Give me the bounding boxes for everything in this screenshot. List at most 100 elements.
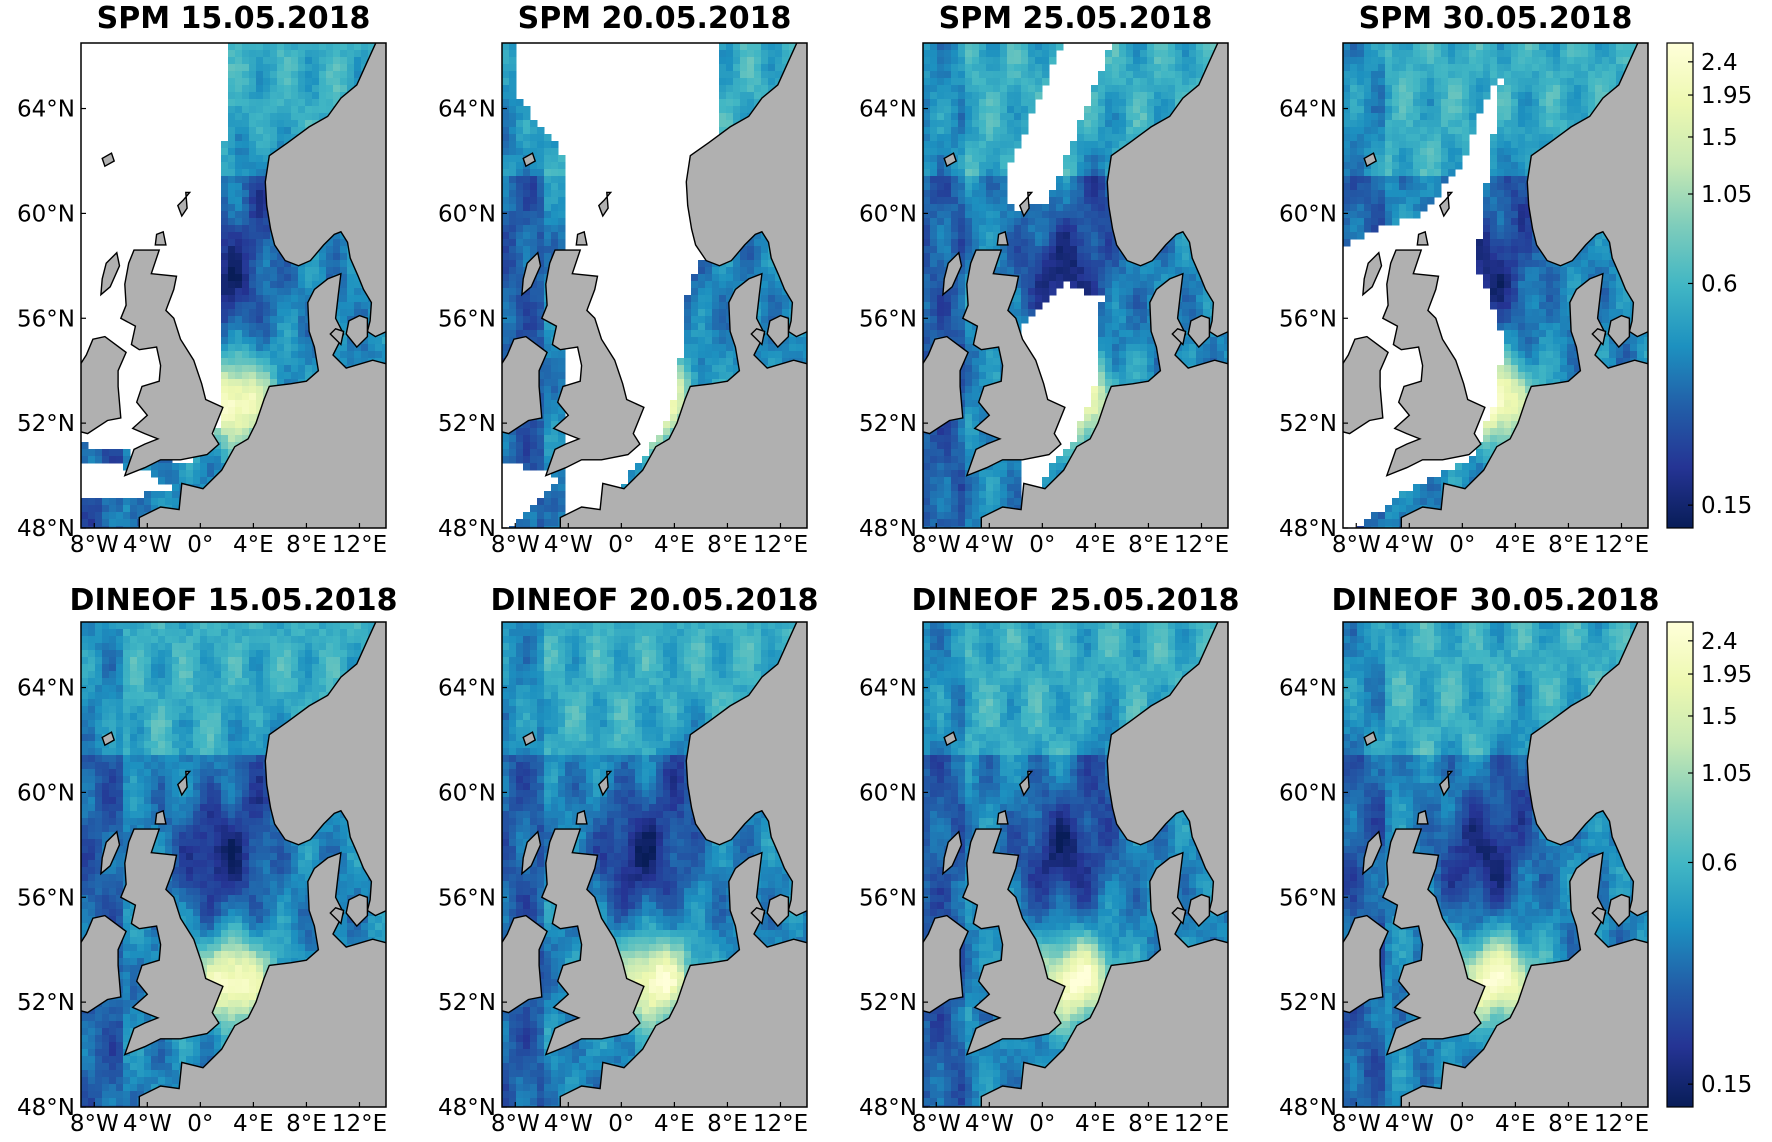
lon-tick-label: 12°E bbox=[332, 1111, 387, 1137]
lat-tick-label: 60°N bbox=[859, 780, 917, 806]
land-mass bbox=[766, 314, 790, 349]
land-mass bbox=[154, 230, 167, 246]
map-frame bbox=[80, 621, 387, 1108]
land-mass bbox=[996, 809, 1009, 825]
colorbar-tick-label: 1.05 bbox=[1701, 761, 1752, 787]
map-panel: SPM 25.05.2018 48°N 52°N 56°N 60°N 64°N 8°W 4°W… bbox=[859, 1, 1229, 558]
panel-title: DINEOF 25.05.2018 bbox=[912, 583, 1240, 618]
colorbar-tick-label: 1.5 bbox=[1701, 704, 1738, 730]
land-mass bbox=[559, 272, 807, 528]
map-panel: DINEOF 15.05.2018 48°N 52°N 56°N 60°N 64°N 8°W… bbox=[17, 583, 397, 1137]
lon-tick-label: 8°E bbox=[707, 1111, 748, 1137]
land bbox=[1343, 622, 1648, 1107]
land-mass bbox=[1400, 851, 1648, 1107]
lon-tick-label: 8°E bbox=[1548, 1111, 1589, 1137]
lat-tick-label: 56°N bbox=[17, 306, 75, 332]
land-mass bbox=[521, 251, 542, 297]
lon-tick-label: 0° bbox=[187, 1111, 213, 1137]
lon-tick-label: 0° bbox=[1449, 1111, 1475, 1137]
lat-tick-label: 52°N bbox=[438, 990, 496, 1016]
map-frame bbox=[922, 621, 1229, 1108]
land-mass bbox=[1343, 335, 1389, 435]
lon-tick-label: 4°W bbox=[965, 532, 1014, 558]
land-mass bbox=[1171, 328, 1187, 346]
colorbar-gradient bbox=[1666, 42, 1694, 529]
land-mass bbox=[1591, 328, 1607, 346]
lat-tick-label: 52°N bbox=[17, 990, 75, 1016]
lon-tick-label: 0° bbox=[1029, 1111, 1055, 1137]
lon-tick-label: 0° bbox=[608, 1111, 634, 1137]
map-frame bbox=[922, 42, 1229, 529]
land-mass bbox=[1106, 622, 1228, 917]
land-mass bbox=[575, 809, 588, 825]
land-mass bbox=[154, 809, 167, 825]
land-mass bbox=[100, 830, 121, 876]
lat-tick-label: 64°N bbox=[859, 676, 917, 702]
land bbox=[81, 622, 386, 1107]
lat-tick-label: 48°N bbox=[438, 516, 496, 542]
colorbar-tick-label: 1.95 bbox=[1701, 83, 1752, 109]
lon-tick-label: 8°E bbox=[1128, 1111, 1169, 1137]
lon-tick-label: 0° bbox=[1029, 532, 1055, 558]
map-area bbox=[502, 622, 807, 1107]
land-mass bbox=[1591, 907, 1607, 925]
lon-tick-label: 8°E bbox=[286, 1111, 327, 1137]
lon-tick-label: 4°W bbox=[1385, 532, 1434, 558]
lon-tick-label: 4°W bbox=[544, 1111, 593, 1137]
colorbar-tick-label: 1.5 bbox=[1701, 125, 1738, 151]
land-mass bbox=[1363, 152, 1378, 168]
lon-tick-label: 8°W bbox=[1332, 1111, 1381, 1137]
land-mass bbox=[980, 272, 1228, 528]
land-mass bbox=[345, 314, 369, 349]
map-area bbox=[502, 43, 807, 528]
lat-tick-label: 48°N bbox=[859, 516, 917, 542]
lon-tick-label: 8°W bbox=[491, 1111, 540, 1137]
lat-tick-label: 56°N bbox=[438, 306, 496, 332]
lat-tick-label: 56°N bbox=[438, 885, 496, 911]
land bbox=[502, 43, 807, 528]
lat-tick-label: 64°N bbox=[17, 676, 75, 702]
land-mass bbox=[1018, 770, 1034, 797]
lon-tick-label: 4°W bbox=[1385, 1111, 1434, 1137]
lat-tick-label: 52°N bbox=[17, 411, 75, 437]
panel-title: SPM 20.05.2018 bbox=[518, 1, 792, 36]
map-area bbox=[1343, 622, 1648, 1107]
map-panel: SPM 15.05.2018 48°N 52°N 56°N 60°N 64°N 8°W 4°W… bbox=[17, 1, 387, 558]
land-mass bbox=[1187, 893, 1211, 928]
lat-tick-label: 64°N bbox=[438, 676, 496, 702]
land-mass bbox=[923, 914, 969, 1014]
panel-title: DINEOF 15.05.2018 bbox=[70, 583, 398, 618]
land-mass bbox=[1526, 43, 1648, 338]
panel-title: DINEOF 20.05.2018 bbox=[491, 583, 819, 618]
lat-tick-label: 48°N bbox=[17, 1095, 75, 1121]
lon-tick-label: 8°E bbox=[286, 532, 327, 558]
land-mass bbox=[1607, 314, 1631, 349]
colorbar: 0.15 0.6 1.05 1.5 1.95 2.4 bbox=[1666, 42, 1752, 529]
map-panel: DINEOF 20.05.2018 48°N 52°N 56°N 60°N 64°N 8°W… bbox=[438, 583, 818, 1137]
land-mass bbox=[264, 43, 386, 338]
panel-title: SPM 30.05.2018 bbox=[1359, 1, 1633, 36]
land-mass bbox=[176, 191, 192, 218]
land-mass bbox=[961, 828, 1066, 1056]
lat-tick-label: 52°N bbox=[1279, 990, 1337, 1016]
land-mass bbox=[345, 893, 369, 928]
land-mass bbox=[1362, 251, 1383, 297]
lon-tick-label: 4°E bbox=[654, 1111, 695, 1137]
land-mass bbox=[685, 622, 807, 917]
land-mass bbox=[1416, 230, 1429, 246]
land-mass bbox=[942, 251, 963, 297]
lon-tick-label: 8°W bbox=[912, 1111, 961, 1137]
lon-tick-label: 4°E bbox=[1075, 532, 1116, 558]
lon-tick-label: 12°E bbox=[332, 532, 387, 558]
lat-tick-label: 48°N bbox=[1279, 516, 1337, 542]
colorbar-tick-label: 0.15 bbox=[1701, 1072, 1752, 1098]
colorbar-tick-label: 2.4 bbox=[1701, 629, 1738, 655]
land bbox=[923, 622, 1228, 1107]
land-mass bbox=[1381, 249, 1486, 477]
lon-tick-label: 12°E bbox=[1594, 532, 1649, 558]
lat-tick-label: 52°N bbox=[438, 411, 496, 437]
land-mass bbox=[1416, 809, 1429, 825]
panel-title: SPM 15.05.2018 bbox=[97, 1, 371, 36]
